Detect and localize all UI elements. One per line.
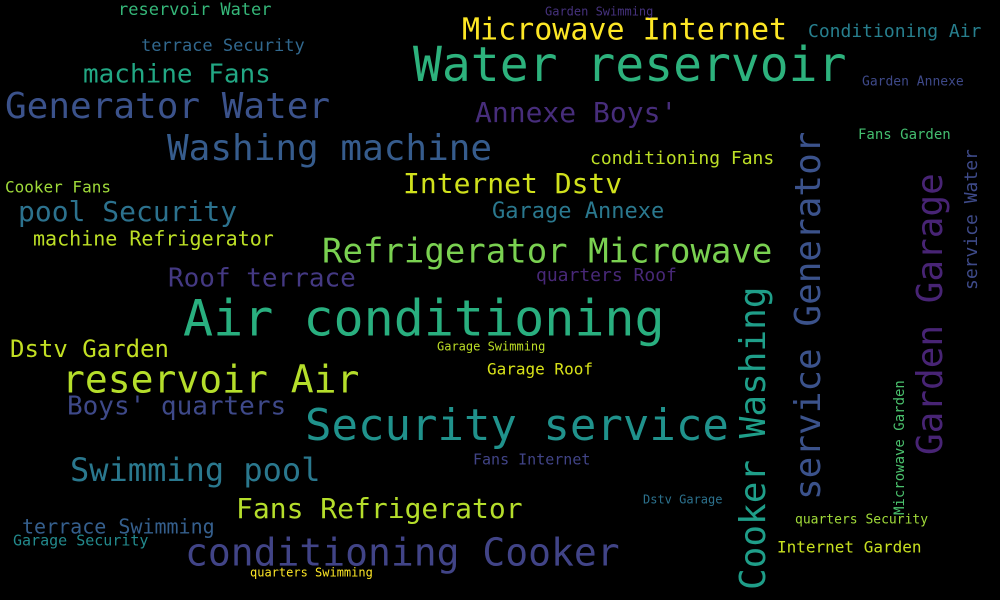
word: Fans Internet: [473, 451, 590, 469]
word: Garden Swimming: [545, 5, 653, 19]
word: Garage Roof: [487, 360, 593, 379]
word: Cooker Washing: [733, 287, 774, 590]
word: Garden Annexe: [862, 75, 964, 90]
word: Microwave Garden: [892, 380, 908, 515]
word: Boys' quarters: [67, 392, 286, 422]
word: Conditioning Air: [808, 21, 982, 42]
word: Garage Annexe: [492, 199, 664, 224]
word: Garage Security: [13, 532, 148, 550]
word: service Generator: [788, 132, 829, 500]
word: Internet Garden: [777, 538, 922, 557]
word: machine Refrigerator: [33, 227, 274, 251]
word: quarters Security: [795, 513, 928, 528]
word: Microwave Internet: [462, 13, 787, 48]
word: machine Fans: [83, 60, 271, 90]
word: Annexe Boys': [475, 96, 677, 129]
word: Fans Refrigerator: [236, 492, 523, 525]
word: Air conditioning: [183, 290, 665, 348]
word: conditioning Fans: [590, 148, 774, 169]
word: Water reservoir: [413, 37, 846, 93]
word: Security service: [305, 400, 729, 451]
word: terrace Security: [141, 36, 305, 56]
word: quarters Swimming: [250, 566, 373, 580]
word: reservoir Air: [62, 358, 359, 402]
word: service Water: [961, 149, 982, 290]
word: Generator Water: [5, 86, 330, 127]
word: Garden Garage: [910, 173, 951, 455]
word: Cooker Fans: [5, 178, 111, 197]
word: Internet Dstv: [403, 167, 622, 200]
word: conditioning Cooker: [185, 531, 620, 575]
word: Dstv Garden: [10, 335, 169, 363]
word: Dstv Garage: [643, 493, 722, 507]
word: Roof terrace: [168, 264, 356, 294]
word: Fans Garden: [858, 127, 951, 143]
word: quarters Roof: [536, 265, 677, 286]
word: pool Security: [18, 195, 237, 228]
word: Swimming pool: [70, 451, 320, 489]
word: Refrigerator Microwave: [322, 232, 772, 272]
word: terrace Swimming: [22, 515, 215, 539]
word: reservoir Water: [118, 0, 272, 20]
word: Washing machine: [167, 128, 492, 169]
word: Garage Swimming: [437, 340, 545, 354]
